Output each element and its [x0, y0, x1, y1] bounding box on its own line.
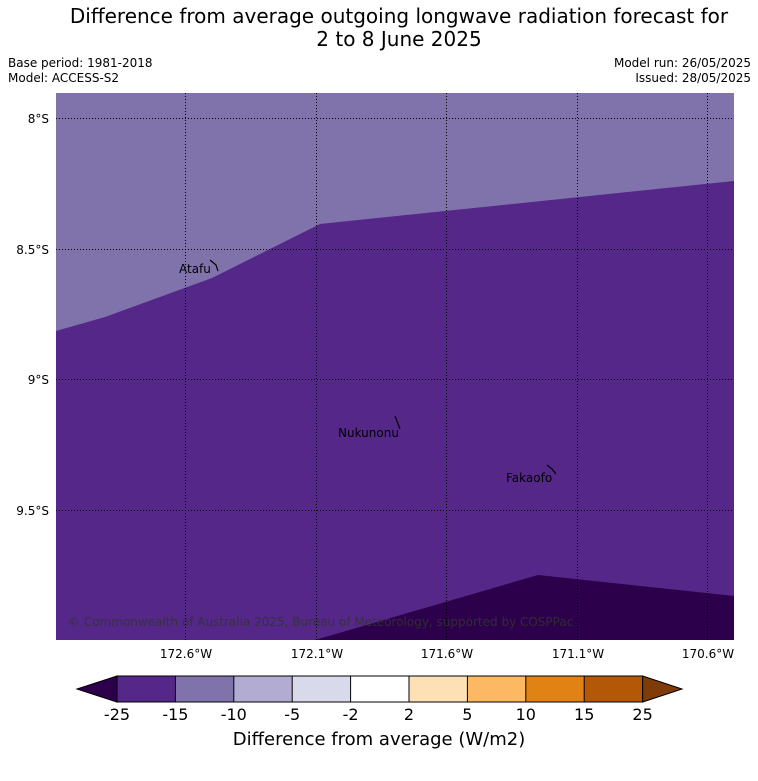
lat-label-8s: 8°S [28, 112, 49, 126]
copyright-text: © Commonwealth of Australia 2025, Bureau… [68, 615, 573, 629]
lon-label-171-6w: 171.6°W [421, 647, 473, 661]
lat-label-8-5s: 8.5°S [16, 243, 49, 257]
colorbar-tick-label: -15 [162, 705, 188, 724]
chart-title: Difference from average outgoing longwav… [0, 5, 758, 51]
model-text: Model: ACCESS-S2 [8, 71, 120, 85]
anomaly-band-10-to-15 [56, 93, 734, 331]
colorbar-label: Difference from average (W/m2) [232, 729, 526, 750]
colorbar-outline [116, 675, 644, 703]
colorbar-segment-5 [350, 676, 409, 702]
gridlines [56, 93, 734, 640]
model-run-text: Model run: 26/05/2025 [613, 56, 751, 70]
lon-label-172-6w: 172.6°W [160, 647, 212, 661]
colorbar: -25 -15 -10 -5 -2 2 5 10 15 25 [75, 675, 684, 724]
base-period-text: Base period: 1981-2018 [8, 56, 153, 70]
lon-label-170-6w: 170.6°W [682, 647, 734, 661]
colorbar-tick-label: -2 [343, 705, 359, 724]
colorbar-extension-low [75, 675, 118, 703]
colorbar-tick-label: -5 [284, 705, 300, 724]
meta-left: Base period: 1981-2018 Model: ACCESS-S2 [8, 56, 153, 86]
colorbar-segment-3 [233, 676, 293, 702]
colorbar-tick-label: -10 [221, 705, 247, 724]
colorbar-segment-1 [117, 676, 176, 702]
colorbar-tick-label: 10 [516, 705, 536, 724]
atafu-island-outline [209, 259, 219, 272]
colorbar-tick-label: 15 [574, 705, 594, 724]
island-outlines [209, 259, 557, 475]
colorbar-tick-label: 25 [632, 705, 652, 724]
place-label-atafu: Atafu [179, 262, 211, 276]
meta-right: Model run: 26/05/2025 Issued: 28/05/2025 [614, 56, 751, 86]
lat-label-9-5s: 9.5°S [16, 504, 49, 518]
colorbar-segment-6 [409, 676, 468, 702]
colorbar-tick-label: 5 [462, 705, 472, 724]
lon-label-172-1w: 172.1°W [291, 647, 343, 661]
colorbar-segment-4 [292, 676, 351, 702]
colorbar-tick-label: -25 [104, 705, 130, 724]
fakaofo-island-outline [546, 464, 557, 475]
title-line-1: Difference from average outgoing longwav… [69, 4, 729, 28]
colorbar-segment-2 [175, 676, 234, 702]
colorbar-segment-7 [467, 676, 526, 702]
colorbar-segment-8 [525, 676, 585, 702]
lon-label-171-1w: 171.1°W [552, 647, 604, 661]
issued-text: Issued: 28/05/2025 [635, 71, 751, 85]
map-area: Atafu Nukunonu Fakaofo © Commonwealth of… [56, 93, 734, 640]
title-line-2: 2 to 8 June 2025 [316, 27, 482, 51]
colorbar-extension-high [642, 675, 684, 703]
anomaly-band-below-25 [315, 575, 734, 640]
lat-label-9s: 9°S [28, 373, 49, 387]
place-label-nukunonu: Nukunonu [338, 426, 399, 440]
colorbar-tick-label: 2 [404, 705, 414, 724]
place-label-fakaofo: Fakaofo [506, 471, 552, 485]
colorbar-segment-9 [584, 676, 643, 702]
nukunonu-island-outline [394, 415, 401, 430]
